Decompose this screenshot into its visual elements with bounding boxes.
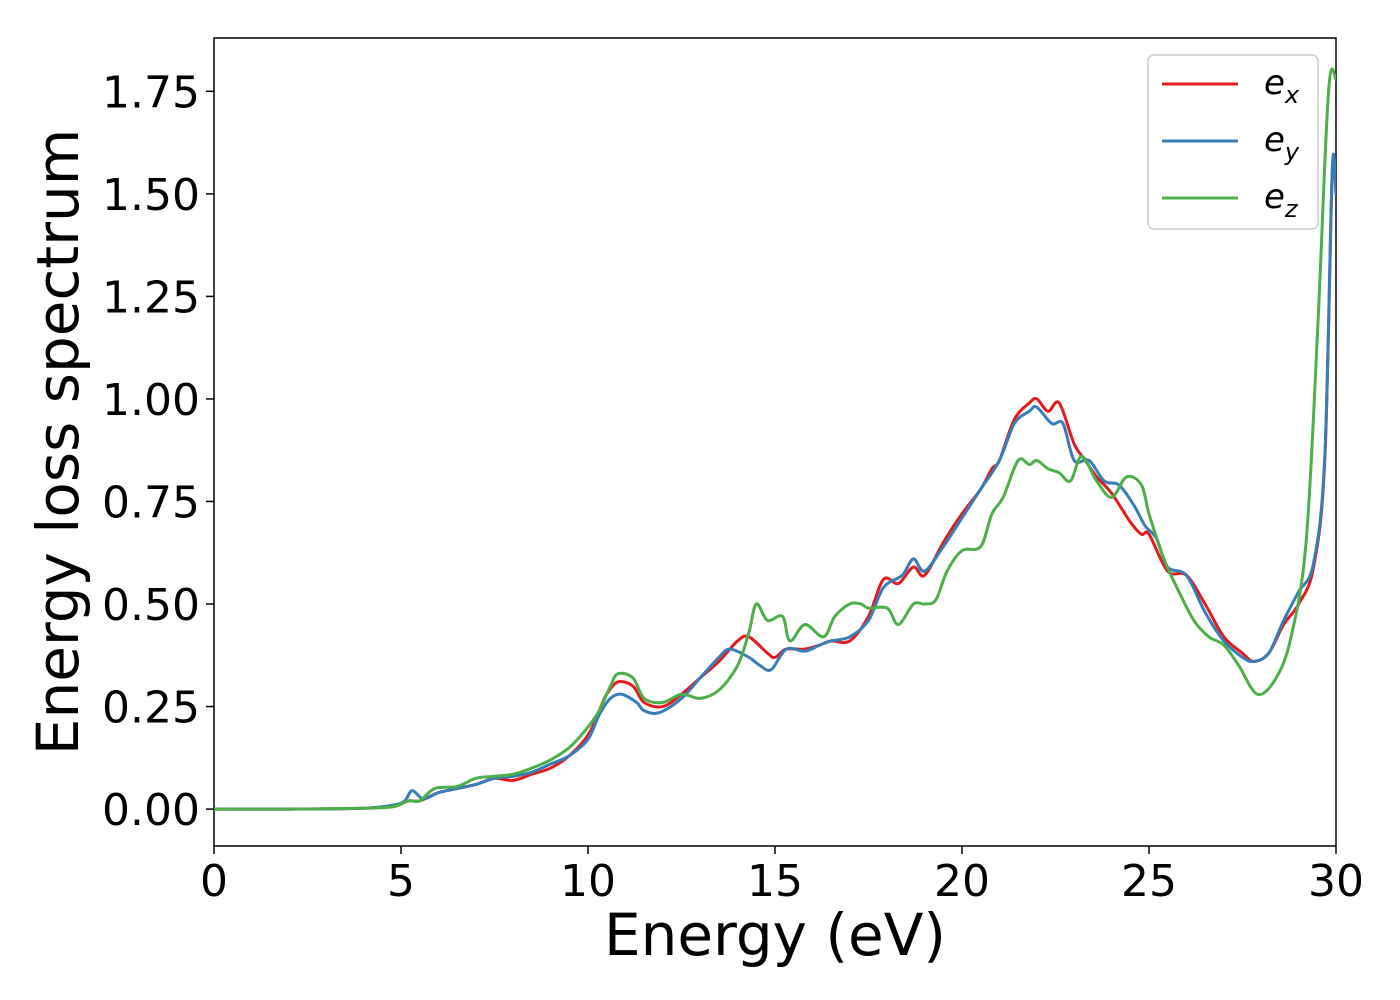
x-tick-label: 0 — [200, 856, 228, 907]
legend-label-x: ex — [1264, 63, 1300, 109]
x-tick-label: 20 — [934, 856, 990, 907]
y-axis-title: Energy loss spectrum — [24, 129, 92, 755]
y-tick-label: 0.75 — [102, 477, 200, 528]
y-tick-label: 1.25 — [102, 272, 200, 323]
legend-label-subscript: y — [1284, 138, 1300, 166]
y-tick-label: 0.25 — [102, 683, 200, 734]
legend-label-z: ez — [1264, 177, 1299, 223]
legend-label-subscript: z — [1284, 195, 1299, 223]
series-line-x — [214, 155, 1336, 811]
x-tick-label: 15 — [747, 856, 803, 907]
x-tick-label: 10 — [560, 856, 616, 907]
series-line-y — [214, 152, 1336, 811]
legend-label-base: e — [1264, 177, 1285, 217]
legend-label-base: e — [1264, 120, 1285, 160]
y-axis-ticks: 0.00 0.25 0.50 0.75 1.00 1.25 1.50 1.75 — [102, 67, 214, 836]
x-tick-label: 5 — [387, 856, 415, 907]
legend-label-y: ey — [1264, 120, 1300, 166]
y-tick-label: 0.50 — [102, 580, 200, 631]
y-tick-label: 1.75 — [102, 67, 200, 118]
x-axis-title: Energy (eV) — [604, 901, 946, 969]
y-tick-label: 1.00 — [102, 375, 200, 426]
series-lines — [214, 67, 1336, 811]
y-tick-label: 0.00 — [102, 785, 200, 836]
legend-label-base: e — [1264, 63, 1285, 103]
x-tick-label: 25 — [1121, 856, 1177, 907]
y-tick-label: 1.50 — [102, 170, 200, 221]
legend-label-subscript: x — [1284, 81, 1300, 109]
series-line-z — [214, 67, 1336, 811]
x-tick-label: 30 — [1308, 856, 1364, 907]
x-axis-ticks: 0 5 10 15 20 25 30 — [200, 846, 1364, 907]
